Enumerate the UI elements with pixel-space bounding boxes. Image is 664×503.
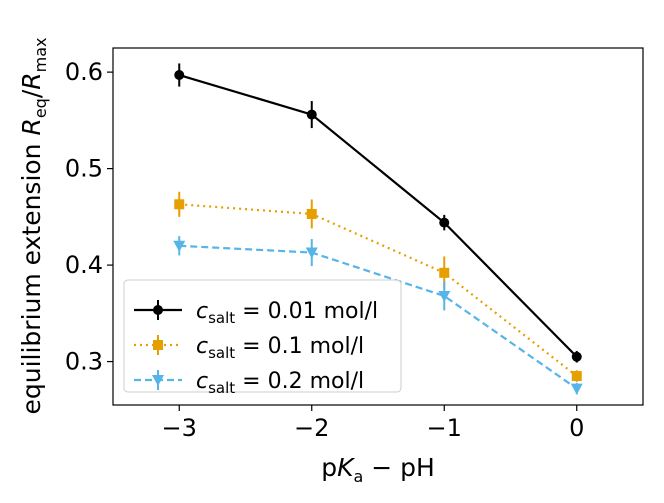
legend: csalt = 0.01 mol/l csalt = 0.1 mol/l csalt… bbox=[123, 279, 402, 397]
y-tick-label: 0.5 bbox=[65, 155, 103, 183]
y-axis-label: equilibrium extension Req/Rmax bbox=[17, 37, 50, 414]
data-point bbox=[438, 290, 451, 302]
series-circle bbox=[174, 63, 582, 363]
data-point bbox=[174, 199, 185, 210]
legend-label: csalt = 0.2 mol/l bbox=[196, 369, 364, 397]
data-point bbox=[173, 240, 186, 252]
data-point bbox=[174, 70, 185, 81]
data-point bbox=[571, 351, 582, 362]
x-tick-label: 0 bbox=[569, 414, 584, 442]
data-point bbox=[570, 383, 583, 395]
x-tick-label: −1 bbox=[427, 414, 462, 442]
x-axis-ticks: −3 −2 −1 0 bbox=[162, 405, 584, 442]
data-point bbox=[306, 208, 317, 219]
legend-marker bbox=[153, 305, 163, 315]
data-point bbox=[571, 371, 582, 382]
y-tick-label: 0.6 bbox=[65, 58, 103, 86]
data-point bbox=[439, 267, 450, 278]
y-axis-ticks: 0.3 0.4 0.5 0.6 bbox=[65, 58, 113, 376]
legend-marker bbox=[153, 340, 163, 350]
plot-area-frame bbox=[112, 47, 644, 406]
y-tick-label: 0.4 bbox=[65, 251, 103, 279]
legend-marker bbox=[152, 375, 164, 386]
legend-label: csalt = 0.1 mol/l bbox=[196, 334, 364, 362]
series-line bbox=[178, 73, 578, 358]
series-line bbox=[179, 203, 578, 377]
data-point bbox=[305, 247, 318, 259]
legend-box bbox=[123, 279, 402, 393]
series-triangle-down bbox=[173, 236, 583, 395]
series-line bbox=[179, 244, 578, 390]
data-point bbox=[306, 109, 317, 120]
x-axis-label: pKa − pH bbox=[321, 453, 435, 486]
x-tick-label: −2 bbox=[294, 414, 329, 442]
y-tick-label: 0.3 bbox=[65, 348, 103, 376]
legend-label: csalt = 0.01 mol/l bbox=[196, 299, 378, 327]
data-point bbox=[439, 217, 450, 228]
x-tick-label: −3 bbox=[162, 414, 197, 442]
series-layer bbox=[173, 63, 583, 395]
